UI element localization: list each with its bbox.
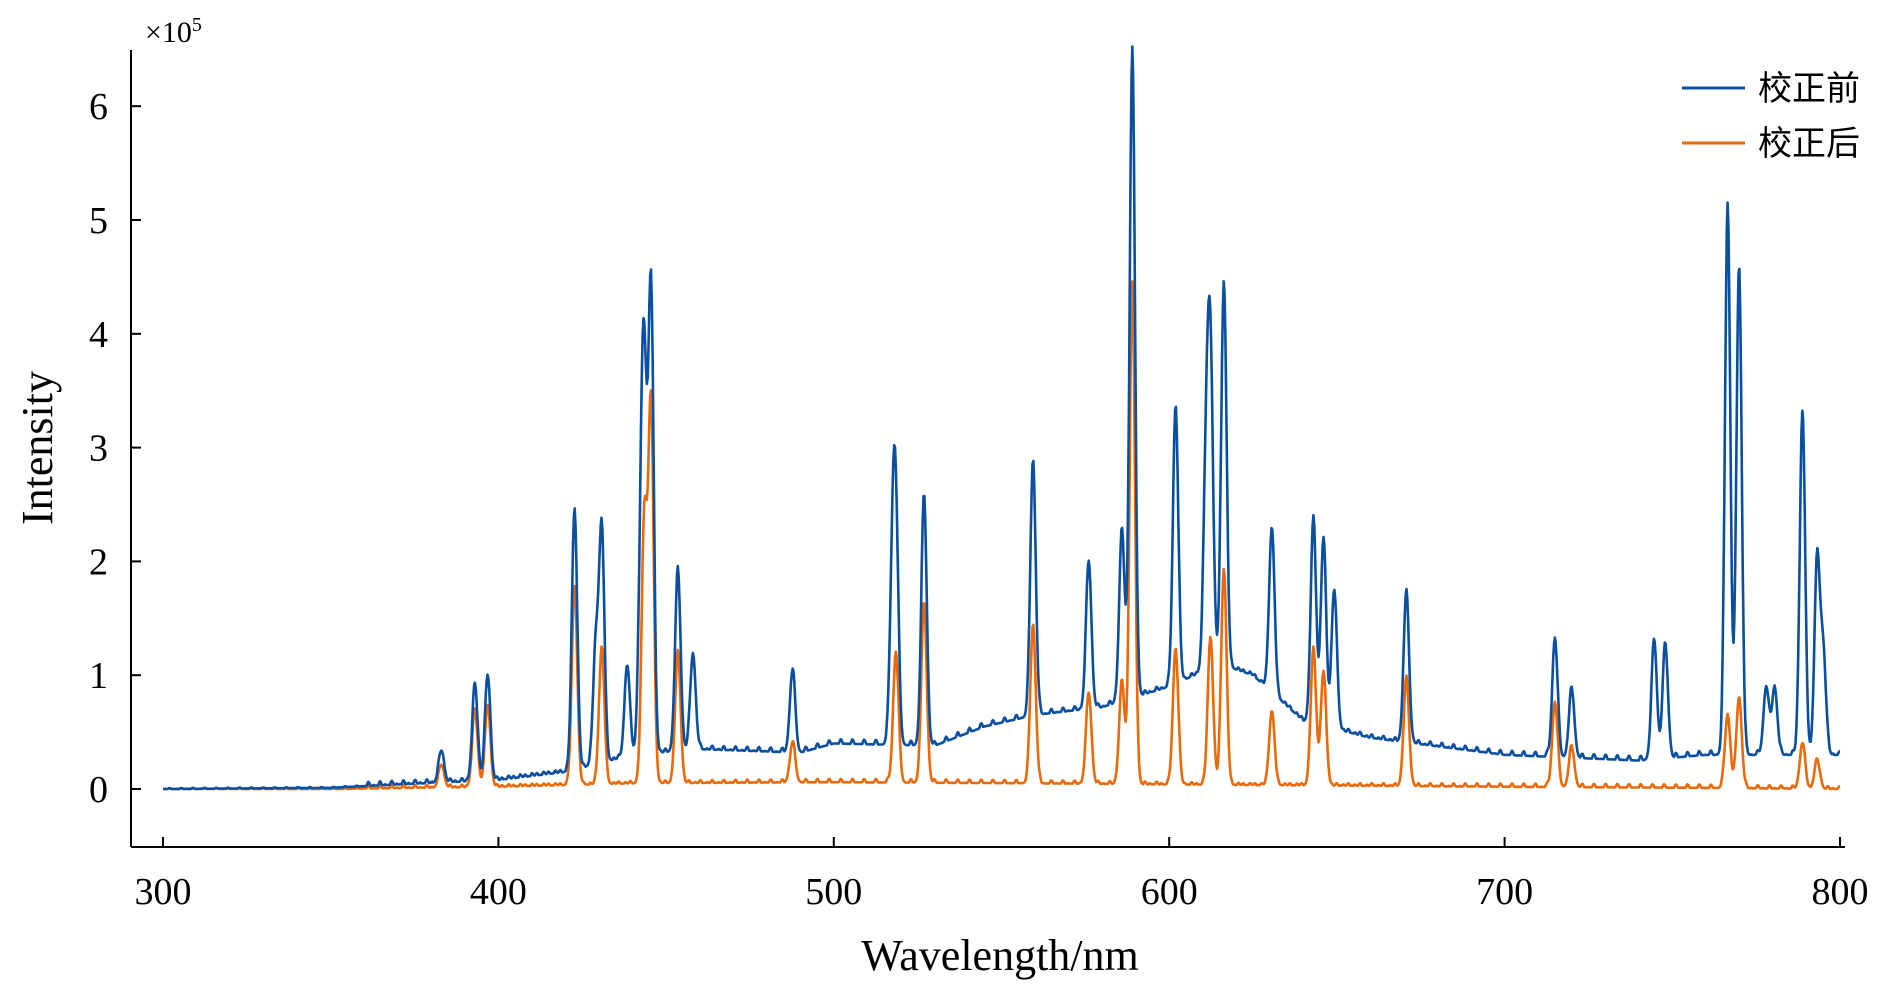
- legend-label-before: 校正前: [1758, 69, 1860, 109]
- y-tick-label: 0: [89, 769, 108, 811]
- y-axis-title: Intensity: [13, 371, 62, 525]
- x-tick-label: 300: [135, 871, 192, 913]
- x-ticks: 300 400 500 600 700 800: [135, 837, 1869, 913]
- y-tick-label: 1: [89, 655, 108, 697]
- legend: 校正前 校正后: [1682, 69, 1860, 164]
- y-tick-label: 4: [89, 314, 108, 356]
- series-line-before: [162, 45, 1841, 791]
- series-layer: [162, 45, 1841, 791]
- x-tick-label: 800: [1812, 871, 1869, 913]
- y-tick-label: 2: [89, 541, 108, 583]
- y-tick-label: 3: [89, 428, 108, 470]
- x-tick-label: 600: [1141, 871, 1198, 913]
- y-ticks: 0 1 2 3 4 5 6: [89, 86, 141, 811]
- axes: [130, 50, 1845, 848]
- y-tick-label: 6: [89, 86, 108, 128]
- y-tick-label: 5: [89, 200, 108, 242]
- x-tick-label: 400: [470, 871, 527, 913]
- x-tick-label: 500: [805, 871, 862, 913]
- x-axis-title: Wavelength/nm: [861, 931, 1139, 980]
- legend-label-after: 校正后: [1758, 124, 1860, 164]
- series-line-after: [162, 280, 1841, 791]
- y-multiplier-exponent: 5: [192, 14, 202, 36]
- y-multiplier-base: ×10: [145, 16, 192, 49]
- y-axis-multiplier: ×105: [145, 14, 202, 49]
- x-tick-label: 700: [1476, 871, 1533, 913]
